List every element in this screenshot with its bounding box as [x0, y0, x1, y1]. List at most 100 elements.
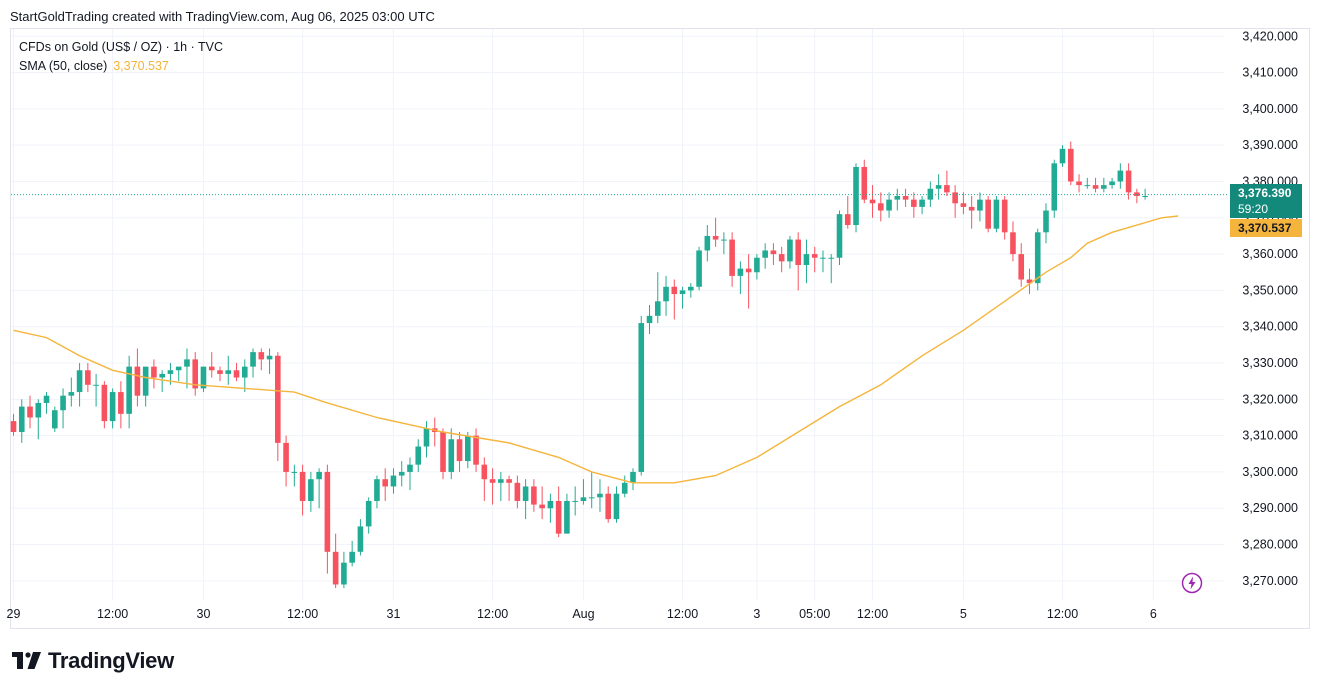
candle: [258, 348, 265, 371]
candle-body: [745, 268, 752, 273]
candle-body: [1043, 210, 1049, 233]
x-tick-label: Aug: [572, 607, 594, 621]
candle-body: [283, 442, 289, 472]
candle: [1018, 243, 1025, 287]
candle: [324, 464, 331, 574]
candle-body: [803, 254, 810, 265]
candle: [76, 363, 83, 407]
candle-body: [886, 199, 892, 211]
candle: [688, 283, 694, 298]
candle: [902, 188, 909, 207]
candle: [200, 366, 207, 393]
candle: [1109, 177, 1115, 189]
candle: [861, 159, 868, 204]
candle-body: [564, 500, 570, 534]
candle: [886, 192, 892, 218]
candle-body: [68, 392, 75, 396]
chart-pane[interactable]: [10, 28, 1310, 629]
candle: [134, 348, 141, 407]
candle-body: [712, 235, 719, 240]
candle: [52, 406, 58, 432]
candle: [398, 461, 405, 487]
candle-body: [35, 402, 42, 418]
tradingview-logo[interactable]: TradingView: [12, 648, 174, 674]
candlestick-series: [10, 141, 1148, 589]
candle: [1134, 188, 1140, 204]
candle: [944, 170, 950, 197]
x-tick-label: 3: [753, 607, 760, 621]
candle-body: [820, 257, 826, 259]
candle-body: [828, 257, 835, 259]
candle: [233, 363, 240, 382]
candle: [985, 196, 991, 233]
candle-body: [217, 370, 223, 374]
candle: [341, 551, 347, 589]
candle: [638, 315, 645, 476]
candle-body: [993, 199, 1000, 229]
candle-body: [588, 497, 595, 499]
candle: [1043, 203, 1049, 244]
candle-body: [167, 370, 174, 374]
x-tick-label: 12:00: [287, 607, 318, 621]
candle: [308, 471, 314, 512]
candle: [878, 192, 884, 222]
candle: [456, 431, 463, 472]
legend-indicator[interactable]: SMA (50, close) 3,370.537: [19, 59, 169, 73]
candle: [646, 304, 653, 334]
y-tick-label: 3,340.000: [1242, 320, 1298, 334]
candle-body: [76, 370, 83, 393]
candle: [126, 355, 132, 429]
candle: [704, 225, 711, 262]
candle-body: [448, 439, 455, 472]
candle-body: [27, 406, 33, 418]
candle-body: [770, 250, 777, 255]
candle: [275, 352, 281, 462]
candle-body: [531, 486, 537, 505]
candle: [539, 486, 545, 520]
candle: [60, 388, 66, 429]
candle-body: [646, 315, 653, 324]
candle: [919, 196, 925, 215]
candle-body: [365, 500, 372, 527]
candle: [787, 235, 793, 269]
candle-body: [52, 410, 58, 429]
candle-body: [795, 239, 801, 265]
candle-body: [440, 431, 446, 472]
candle: [448, 428, 455, 480]
candle-body: [241, 366, 248, 378]
x-tick-label: 12:00: [667, 607, 698, 621]
candle: [498, 471, 504, 501]
flash-icon[interactable]: [1181, 572, 1203, 594]
candle-body: [18, 406, 25, 432]
y-tick-label: 3,400.000: [1242, 102, 1298, 116]
candle-body: [737, 268, 744, 276]
candle-body: [1084, 185, 1091, 187]
candle-body: [175, 366, 182, 371]
candle: [1059, 145, 1066, 167]
candle-body: [580, 497, 587, 501]
candle: [580, 479, 587, 505]
candle: [241, 359, 248, 393]
candle-body: [126, 366, 132, 414]
legend-indicator-value: 3,370.537: [113, 59, 169, 73]
candle: [299, 464, 306, 516]
candle-body: [836, 214, 843, 258]
candle-body: [142, 366, 149, 396]
candle-body: [985, 199, 991, 229]
candle-body: [968, 206, 975, 211]
candle-body: [258, 352, 265, 360]
candle-body: [944, 185, 950, 193]
y-tick-label: 3,350.000: [1242, 283, 1298, 297]
candle: [555, 486, 562, 538]
candle: [473, 428, 479, 472]
candle-body: [1001, 199, 1008, 233]
legend-symbol[interactable]: CFDs on Gold (US$ / OZ) · 1h · TVC: [19, 40, 223, 54]
candle: [869, 185, 876, 218]
candle: [654, 272, 661, 324]
candle: [1125, 163, 1132, 200]
candle: [1010, 221, 1016, 262]
candle-body: [93, 384, 99, 386]
candle-body: [663, 286, 669, 302]
candle: [423, 421, 430, 458]
